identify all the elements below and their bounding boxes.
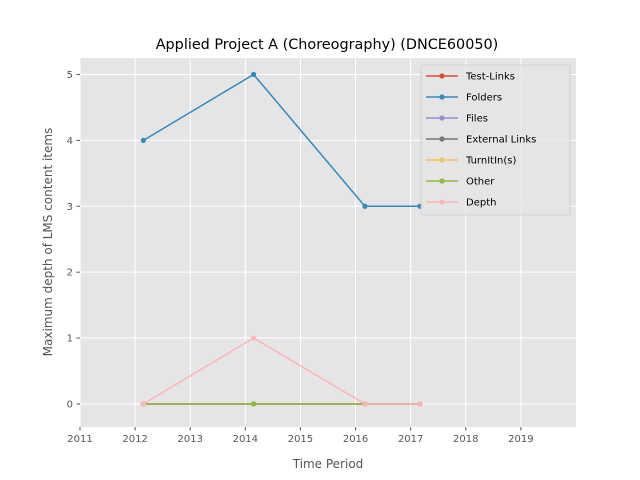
y-tick-label: 4 (67, 136, 73, 147)
y-tick-label: 1 (67, 334, 73, 345)
data-point-other (251, 401, 257, 407)
x-axis-ticks: 2011 2012 2013 2014 2015 2016 2017 2018 2019 (67, 427, 534, 445)
legend-swatch-marker (439, 136, 445, 142)
legend-entry: Folders (466, 93, 502, 104)
series-lines (142, 73, 421, 405)
y-tick-label: 5 (67, 70, 73, 81)
data-point-depth (251, 335, 257, 341)
x-tick-label: 2014 (233, 434, 258, 445)
y-tick-label: 3 (67, 202, 73, 213)
legend-swatch-marker (439, 199, 445, 205)
legend-swatch-marker (439, 73, 445, 79)
series-points (140, 71, 423, 407)
x-tick-label: 2011 (67, 434, 92, 445)
legend-entry: Other (466, 177, 495, 188)
data-point-folders (140, 137, 146, 143)
legend-entry: Files (466, 114, 488, 125)
legend-swatch-marker (439, 94, 445, 100)
legend-entry: External Links (466, 135, 536, 146)
y-axis-label: Maximum depth of LMS content items (41, 128, 55, 357)
legend-entry: TurnItIn(s) (465, 156, 516, 167)
x-tick-label: 2016 (343, 434, 368, 445)
data-point-depth (140, 401, 146, 407)
data-point-depth (362, 401, 368, 407)
legend-swatch-marker (439, 178, 445, 184)
legend-swatch-marker (439, 115, 445, 121)
data-point-folders (362, 203, 368, 209)
legend-entry: Test-Links (465, 72, 515, 83)
data-point-folders (251, 71, 257, 78)
x-tick-label: 2019 (508, 434, 533, 445)
data-point-depth (417, 401, 423, 407)
x-axis-label: Time Period (292, 457, 364, 471)
x-tick-label: 2017 (398, 434, 423, 445)
series-line-depth (142, 337, 421, 405)
series-line-folders (142, 73, 421, 208)
y-tick-label: 0 (67, 399, 73, 410)
legend-entry: Depth (466, 198, 496, 209)
y-tick-label: 2 (67, 268, 73, 279)
x-tick-label: 2018 (453, 434, 478, 445)
legend: Test-Links Folders Files External Links Turn… (420, 64, 571, 216)
y-axis-ticks: 0 1 2 3 4 5 (67, 70, 80, 410)
chart-title: Applied Project A (Choreography) (DNCE60… (156, 37, 499, 53)
x-tick-label: 2012 (122, 434, 147, 445)
x-tick-label: 2013 (177, 434, 202, 445)
legend-box (420, 64, 571, 216)
x-tick-label: 2015 (288, 434, 313, 445)
legend-swatch-marker (439, 157, 445, 163)
